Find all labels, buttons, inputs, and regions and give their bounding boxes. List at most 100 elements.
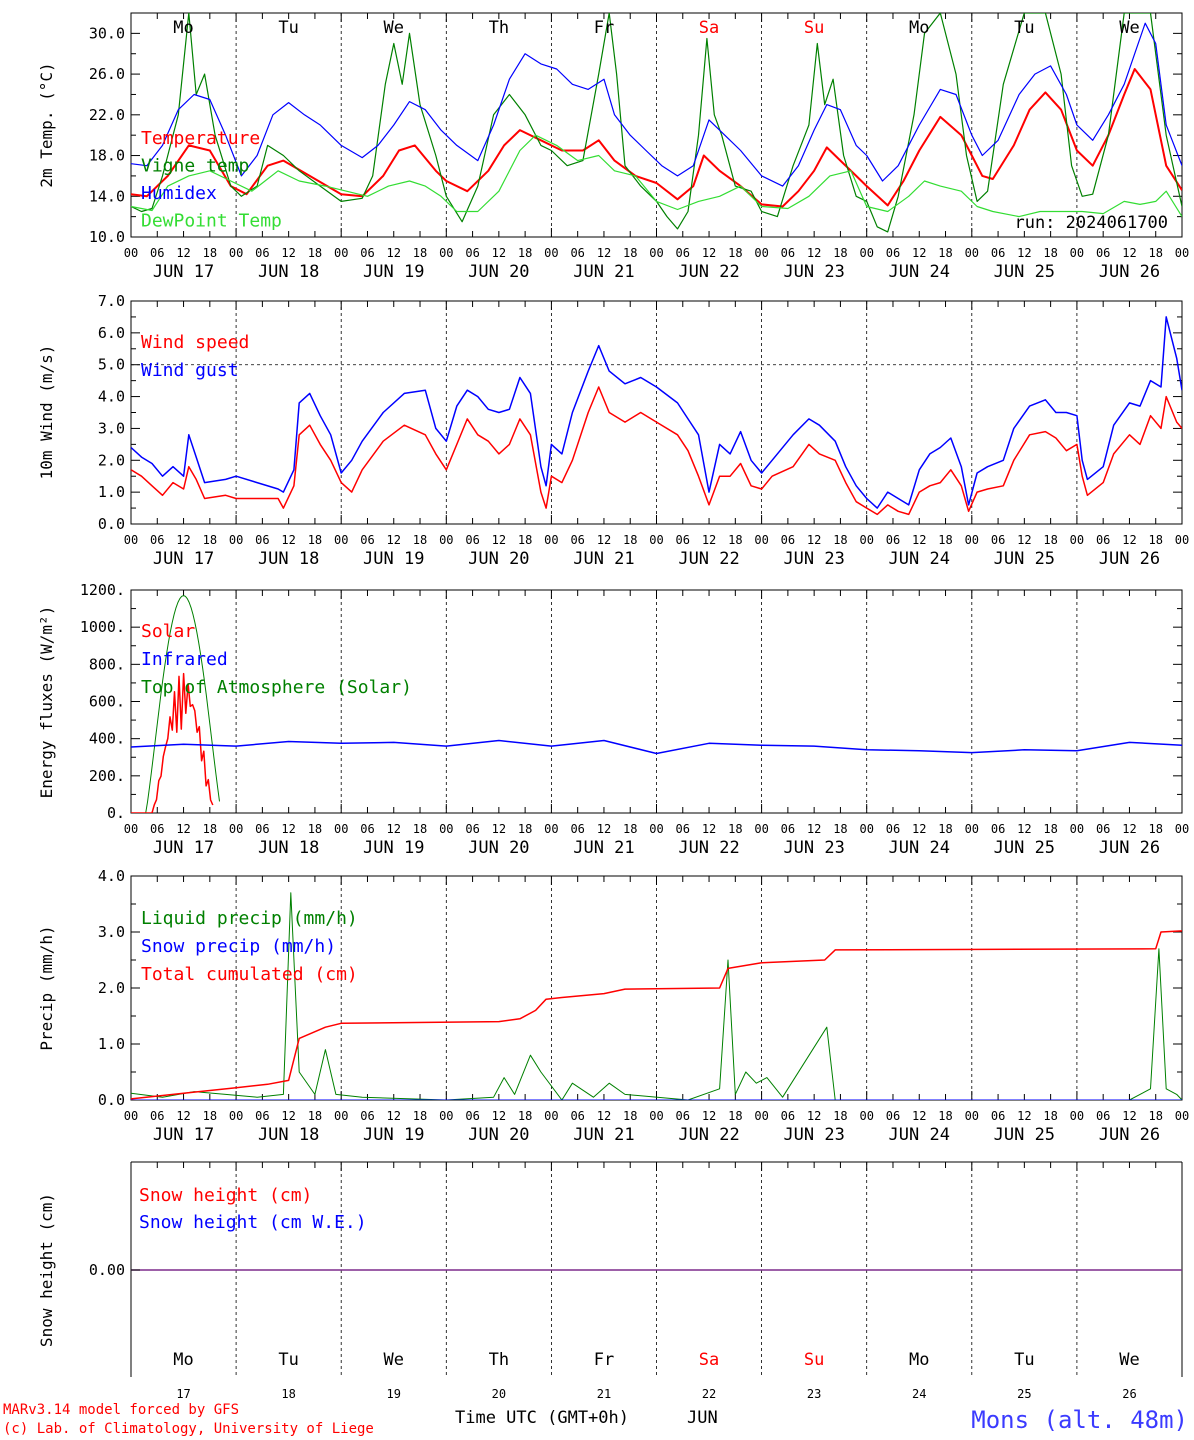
- series-line: [131, 892, 1182, 1100]
- hour-tick-label: 12: [387, 822, 401, 836]
- day-number-label: 19: [387, 1387, 401, 1401]
- hour-tick-label: 06: [255, 533, 269, 547]
- hour-tick-label: 18: [1148, 533, 1162, 547]
- hour-tick-label: 12: [1017, 822, 1031, 836]
- panel-frame: [130, 12, 1183, 238]
- hour-tick-label: 18: [728, 1109, 742, 1123]
- hour-tick-label: 00: [439, 246, 453, 260]
- hour-tick-label: 12: [702, 1109, 716, 1123]
- hour-tick-label: 00: [124, 533, 138, 547]
- hour-tick-label: 00: [859, 822, 873, 836]
- hour-tick-label: 12: [912, 533, 926, 547]
- day-number-label: 25: [1017, 1387, 1031, 1401]
- hour-tick-label: 00: [1175, 533, 1189, 547]
- hour-tick-label: 06: [150, 246, 164, 260]
- hour-tick-label: 12: [281, 822, 295, 836]
- series-layer: [131, 13, 1182, 233]
- legend-entry: Humidex: [141, 183, 217, 204]
- hour-tick-label: 00: [649, 822, 663, 836]
- hour-tick-label: 00: [1175, 1109, 1189, 1123]
- hour-tick-label: 00: [544, 1109, 558, 1123]
- hour-tick-label: 18: [1043, 822, 1057, 836]
- y-tick-label: 4.0: [98, 867, 125, 885]
- hour-tick-label: 00: [544, 246, 558, 260]
- date-label: JUN 23: [783, 262, 844, 282]
- hour-tick-label: 12: [1122, 533, 1136, 547]
- hour-tick-label: 18: [623, 533, 637, 547]
- y-tick-label: 1000.: [80, 618, 125, 636]
- date-label: JUN 19: [363, 262, 424, 282]
- series-line: [131, 134, 1182, 218]
- time-axis-label: Time UTC (GMT+0h): [455, 1408, 629, 1428]
- hour-tick-label: 18: [1043, 533, 1057, 547]
- series-line: [131, 316, 1182, 509]
- date-label: JUN 17: [153, 262, 214, 282]
- hour-tick-label: 12: [912, 822, 926, 836]
- weekday-label: Mo: [909, 18, 929, 38]
- run-annotation: run: 2024061700: [1014, 213, 1168, 233]
- hour-tick-label: 06: [886, 822, 900, 836]
- hour-tick-label: 18: [308, 822, 322, 836]
- y-tick-label: 10.0: [89, 228, 125, 246]
- hour-tick-label: 06: [360, 822, 374, 836]
- hour-tick-label: 06: [886, 246, 900, 260]
- hour-tick-label: 06: [676, 533, 690, 547]
- y-tick-label: 18.0: [89, 147, 125, 165]
- hour-tick-label: 00: [754, 1109, 768, 1123]
- hour-tick-label: 06: [676, 1109, 690, 1123]
- hour-tick-label: 06: [991, 533, 1005, 547]
- hour-tick-label: 06: [1096, 1109, 1110, 1123]
- legend-entry: Total cumulated (cm): [141, 964, 358, 985]
- hour-tick-label: 12: [807, 1109, 821, 1123]
- hour-tick-label: 12: [807, 533, 821, 547]
- hour-tick-label: 06: [1096, 822, 1110, 836]
- date-label: JUN 26: [1099, 262, 1160, 282]
- date-label: JUN 19: [363, 838, 424, 858]
- hour-tick-label: 00: [334, 822, 348, 836]
- panel-1: 10.0 14.0 18.0 22.0 26.0 30.0 2m Temp. (°C) Mo T…: [37, 12, 1189, 282]
- date-label: JUN 20: [468, 1125, 529, 1145]
- hour-tick-label: 18: [518, 822, 532, 836]
- hour-tick-label: 06: [886, 533, 900, 547]
- y-axis-label: 10m Wind (m/s): [37, 345, 56, 480]
- y-tick-label: 1.0: [98, 483, 125, 501]
- y-tick-label: 3.0: [98, 419, 125, 437]
- hour-tick-label: 06: [781, 822, 795, 836]
- hour-tick-label: 06: [570, 1109, 584, 1123]
- day-number-label: 18: [281, 1387, 295, 1401]
- hour-tick-label: 00: [334, 246, 348, 260]
- hour-tick-label: 06: [465, 1109, 479, 1123]
- hour-tick-label: 00: [229, 246, 243, 260]
- hour-tick-label: 00: [965, 822, 979, 836]
- date-label: JUN 19: [363, 1125, 424, 1145]
- hour-tick-label: 12: [597, 246, 611, 260]
- hour-tick-label: 00: [649, 246, 663, 260]
- station-name: Mons (alt. 48m): [971, 1406, 1188, 1434]
- date-label: JUN 18: [258, 549, 319, 569]
- y-tick-label: 7.0: [98, 292, 125, 310]
- hour-tick-label: 18: [728, 246, 742, 260]
- hour-tick-label: 12: [387, 246, 401, 260]
- hour-tick-label: 12: [176, 822, 190, 836]
- date-label: JUN 20: [468, 549, 529, 569]
- y-axis-label: 2m Temp. (°C): [37, 62, 56, 187]
- weekday-label: Mo: [173, 1350, 193, 1370]
- date-label: JUN 19: [363, 549, 424, 569]
- hour-tick-label: 00: [229, 1109, 243, 1123]
- hour-tick-label: 18: [1148, 1109, 1162, 1123]
- hour-tick-label: 18: [203, 822, 217, 836]
- hour-tick-label: 18: [413, 246, 427, 260]
- hour-tick-label: 12: [1122, 822, 1136, 836]
- legend-entry: Snow height (cm): [139, 1185, 312, 1206]
- hour-tick-label: 12: [1017, 533, 1031, 547]
- panel-5: 0.00 Snow height (cm) Snow height (cm) Snow…: [37, 1161, 1183, 1401]
- hour-tick-label: 18: [413, 533, 427, 547]
- hour-tick-label: 18: [1148, 246, 1162, 260]
- hour-tick-label: 00: [124, 1109, 138, 1123]
- y-tick-label: 1.0: [98, 1035, 125, 1053]
- hour-tick-label: 12: [597, 822, 611, 836]
- hour-tick-label: 06: [991, 246, 1005, 260]
- hour-tick-label: 00: [754, 533, 768, 547]
- hour-tick-label: 06: [781, 533, 795, 547]
- date-label: JUN 23: [783, 1125, 844, 1145]
